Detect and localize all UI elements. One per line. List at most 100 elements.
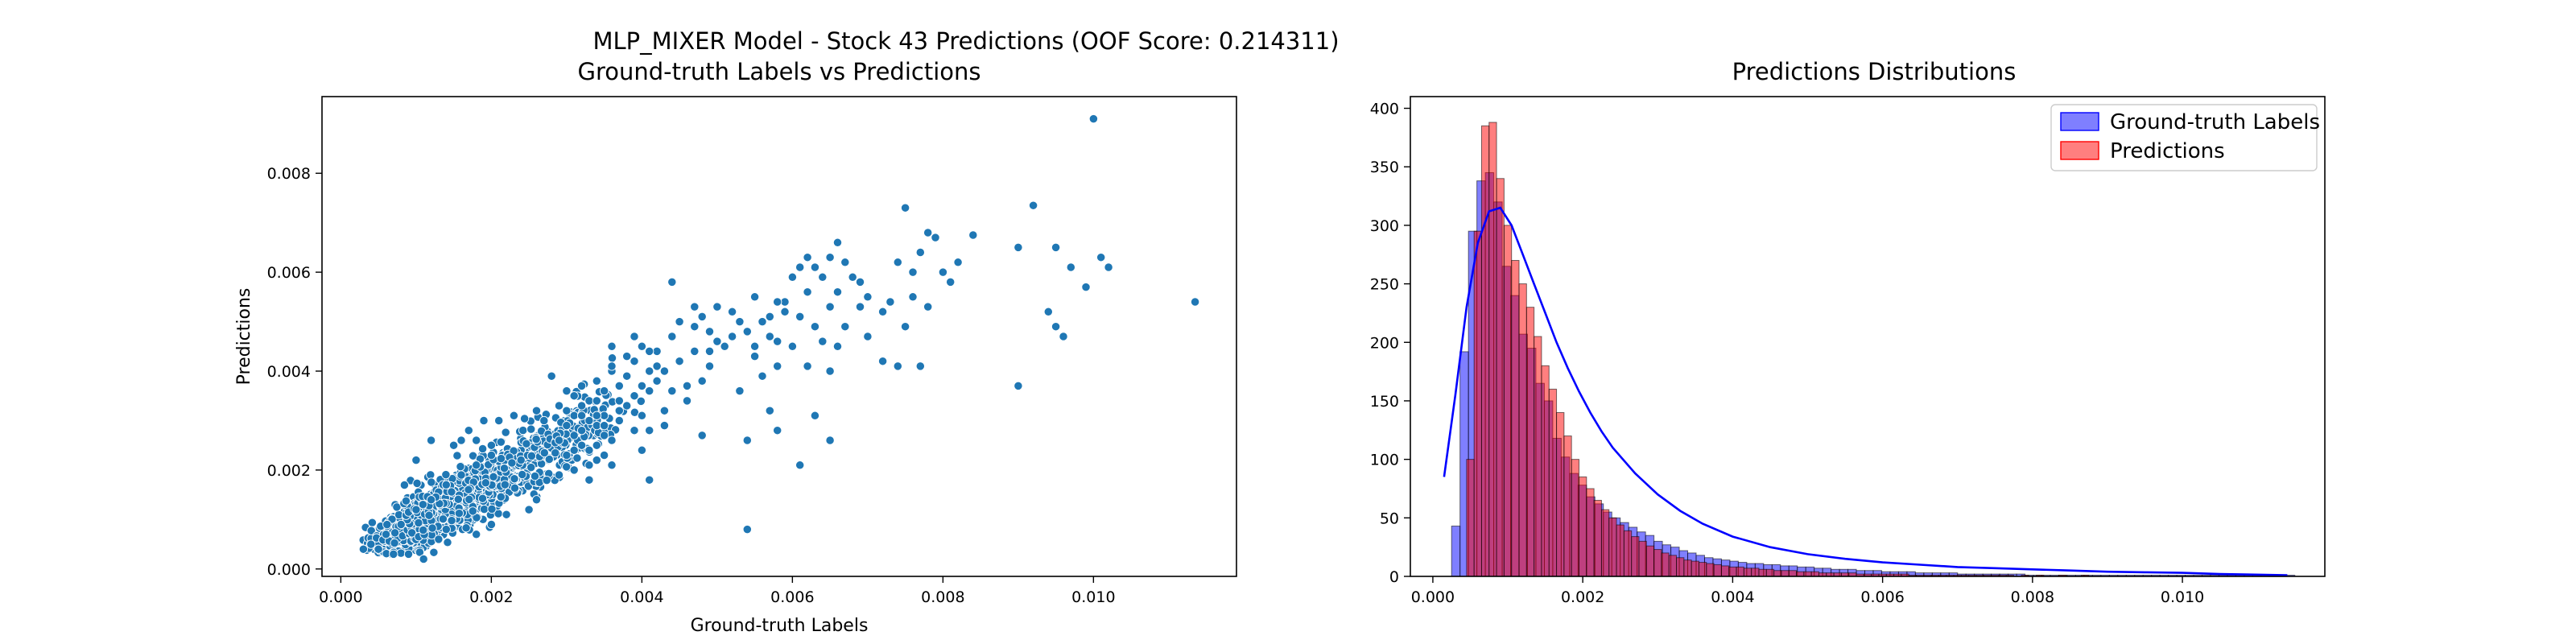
scatter-point — [787, 341, 798, 351]
scatter-x-label: Ground-truth Labels — [691, 616, 869, 636]
scatter-point — [569, 465, 579, 475]
pred-hist-bar — [1623, 530, 1633, 577]
pred-hist-bar — [1796, 571, 1805, 577]
scatter-point — [749, 292, 760, 302]
scatter-point — [765, 332, 774, 341]
pred-hist-bar — [1765, 568, 1775, 577]
scatter-point — [452, 451, 462, 460]
scatter-point — [675, 357, 684, 366]
scatter-point — [464, 494, 474, 505]
scatter-axes: Ground-truth Labels vs Predictions 0.000… — [234, 58, 1237, 636]
histogram-x-ticks: 0.000 0.002 0.004 0.006 0.008 0.010 — [1411, 576, 2204, 606]
pred-hist-bar — [1579, 476, 1587, 577]
scatter-point — [562, 462, 572, 472]
scatter-point — [1190, 297, 1200, 307]
legend-swatch-ground-truth — [2060, 112, 2099, 131]
histogram-x-tick-label: 0.002 — [1561, 588, 1604, 606]
scatter-point — [690, 302, 700, 312]
scatter-point — [448, 440, 459, 450]
scatter-point — [877, 307, 888, 316]
scatter-point — [419, 554, 428, 564]
scatter-point — [472, 460, 481, 470]
histogram-y-tick-label: 350 — [1370, 159, 1399, 176]
scatter-point — [825, 302, 835, 312]
histogram-y-tick-label: 100 — [1370, 452, 1399, 469]
scatter-point — [456, 461, 465, 472]
scatter-point — [403, 549, 414, 559]
scatter-point — [614, 406, 624, 415]
scatter-point — [810, 411, 820, 420]
scatter-point — [562, 386, 572, 396]
scatter-point — [727, 332, 737, 341]
pred-hist-bar — [1751, 568, 1760, 577]
scatter-point — [607, 353, 617, 363]
scatter-point — [486, 519, 497, 530]
scatter-point — [825, 366, 835, 376]
scatter-point — [614, 415, 624, 426]
scatter-point — [389, 549, 398, 559]
scatter-point — [592, 376, 601, 386]
scatter-point — [863, 292, 873, 302]
legend-label-ground-truth: Ground-truth Labels — [2110, 110, 2320, 134]
scatter-point — [659, 366, 670, 376]
scatter-point — [381, 530, 391, 539]
scatter-point — [968, 230, 978, 240]
scatter-point — [773, 361, 782, 371]
pred-hist-bar — [1548, 388, 1558, 577]
scatter-point — [946, 277, 956, 287]
scatter-plot-frame — [321, 96, 1237, 577]
scatter-point — [562, 406, 572, 415]
scatter-point — [494, 415, 504, 426]
scatter-point — [447, 515, 456, 526]
scatter-point — [599, 386, 609, 396]
scatter-x-tick-label: 0.004 — [620, 588, 663, 606]
scatter-point — [720, 341, 729, 351]
histogram-x-tick-label: 0.006 — [1860, 588, 1904, 606]
histogram-x-tick-label: 0.000 — [1411, 588, 1455, 606]
scatter-point — [682, 381, 692, 391]
scatter-point — [1059, 332, 1068, 341]
scatter-point — [818, 336, 828, 346]
scatter-point — [401, 496, 411, 506]
scatter-point — [390, 528, 400, 538]
pred-hist-bar — [1728, 566, 1737, 577]
scatter-point — [427, 477, 436, 487]
scatter-point — [481, 478, 490, 488]
scatter-point — [908, 292, 918, 302]
histogram-y-tick-label: 200 — [1370, 334, 1399, 352]
scatter-point — [1104, 262, 1113, 272]
scatter-point — [953, 258, 963, 267]
scatter-point — [509, 446, 518, 456]
scatter-point — [496, 437, 506, 447]
scatter-point — [438, 514, 448, 524]
scatter-point — [414, 518, 423, 528]
scatter-point — [502, 510, 511, 519]
scatter-point — [659, 406, 670, 415]
scatter-point — [825, 253, 835, 262]
scatter-y-tick-label: 0.008 — [267, 165, 311, 183]
scatter-point — [415, 547, 425, 557]
scatter-point — [742, 524, 752, 535]
scatter-point — [429, 547, 439, 557]
scatter-point — [526, 451, 537, 461]
figure-suptitle: MLP_MIXER Model - Stock 43 Predictions (… — [592, 27, 1339, 55]
gt-hist-bar — [1451, 525, 1461, 577]
scatter-point — [893, 258, 902, 267]
scatter-point — [840, 322, 850, 332]
scatter-point — [584, 460, 594, 470]
scatter-point — [453, 494, 463, 504]
scatter-points — [358, 114, 1200, 564]
scatter-point — [447, 487, 456, 497]
histogram-y-tick-label: 300 — [1370, 217, 1399, 235]
scatter-point — [735, 386, 745, 396]
scatter-point — [461, 523, 471, 533]
scatter-point — [848, 272, 857, 282]
pred-hist-bar — [1698, 562, 1707, 577]
scatter-point — [645, 426, 654, 436]
scatter-point — [832, 237, 843, 247]
histogram-y-ticks: 0 50 100 150 200 250 300 350 400 — [1370, 101, 1410, 586]
scatter-y-tick-label: 0.002 — [267, 462, 311, 480]
scatter-point — [592, 396, 601, 406]
scatter-point — [382, 519, 392, 530]
